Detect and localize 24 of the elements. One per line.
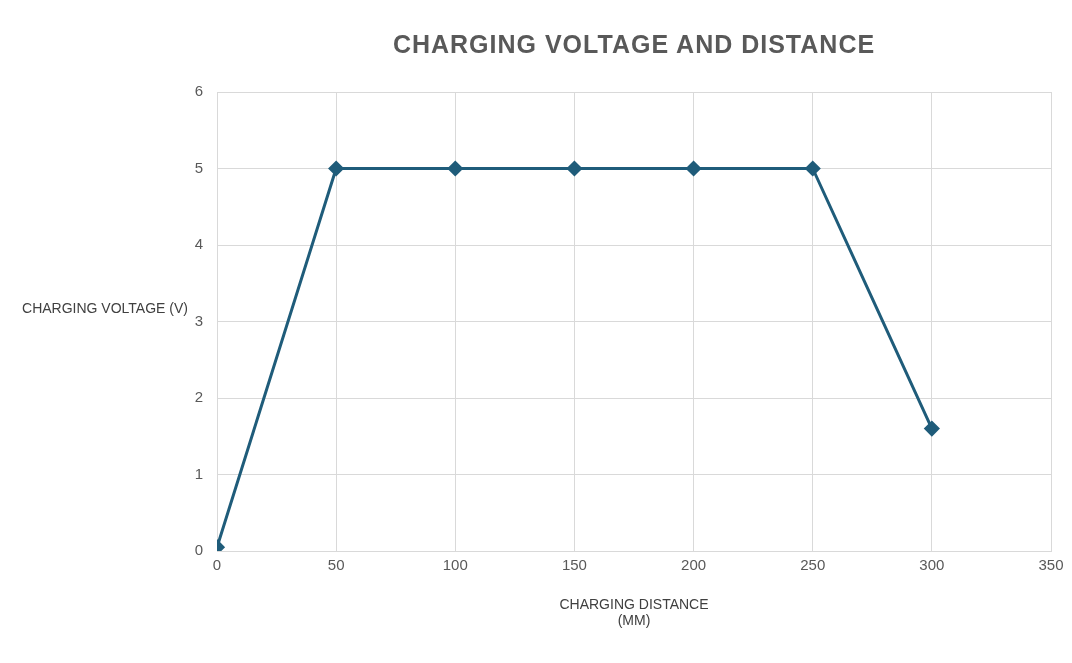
y-tick-label: 3	[194, 311, 203, 329]
x-tick-label: 100	[442, 556, 468, 574]
y-tick-label: 4	[194, 235, 203, 253]
point	[805, 161, 821, 176]
x-tick-label: 200	[681, 556, 707, 574]
point	[924, 421, 940, 437]
point	[566, 161, 582, 176]
point	[447, 161, 463, 176]
y-tick-label: 0	[194, 541, 203, 559]
y-tick-label: 1	[194, 464, 203, 482]
point	[328, 161, 344, 176]
x-tick-label: 250	[800, 556, 826, 574]
x-tick-label: 0	[212, 556, 222, 574]
y-tick-label: 6	[194, 82, 203, 100]
x-tick-label: 350	[1038, 556, 1064, 574]
x-tick-label: 150	[561, 556, 587, 574]
x-tick-label: 300	[919, 556, 945, 574]
y-tick-label: 5	[194, 158, 203, 176]
point	[686, 161, 702, 176]
y-tick-label: 2	[194, 388, 203, 406]
y-axis-title: CHARGING VOLTAGE (V)	[21, 300, 189, 316]
chart-title: CHARGING VOLTAGE AND DISTANCE	[391, 30, 877, 59]
x-tick-label: 50	[327, 556, 345, 574]
x-axis-title: CHARGING DISTANCE (MM)	[559, 596, 709, 628]
